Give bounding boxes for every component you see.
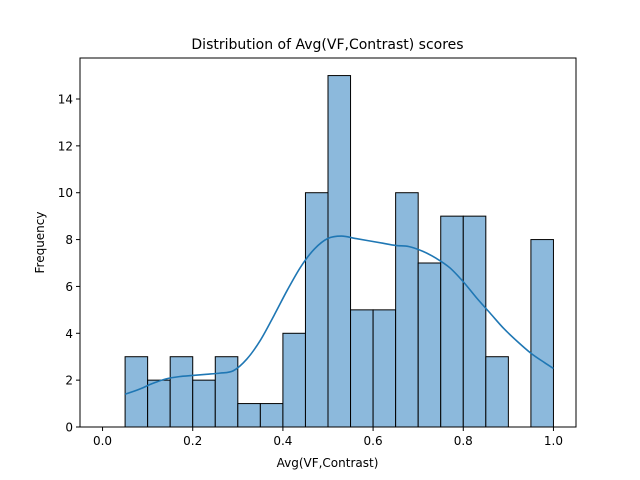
plot-frame [79,57,577,428]
y-tick-label: 14 [58,93,73,107]
chart-title: Distribution of Avg(VF,Contrast) scores [191,37,463,53]
y-tick-label: 8 [65,233,73,247]
x-axis-ticks: 0.0 0.2 0.4 0.6 0.8 1.0 [93,427,563,448]
histogram-bar-10 [350,309,374,428]
histogram-bar-8 [304,192,329,428]
y-tick-label: 0 [65,421,73,435]
histogram-bar-11 [372,309,397,428]
x-tick-label: 0.8 [454,434,473,448]
y-tick-label: 2 [65,374,73,388]
histogram-bar-12 [395,192,419,428]
y-tick-label: 12 [58,139,73,153]
histogram-bar-18 [530,239,554,428]
y-axis-ticks: 0 2 4 6 8 10 12 14 [58,93,80,435]
histogram-bar-2 [169,356,194,428]
x-tick-label: 0.0 [93,434,112,448]
histogram-bar-14 [440,215,464,428]
y-tick-label: 4 [65,327,73,341]
x-tick-label: 1.0 [544,434,563,448]
histogram-bar-15 [462,215,487,428]
histogram-bar-1 [147,379,171,428]
y-tick-label: 6 [65,280,73,294]
histogram-bar-3 [192,379,216,428]
histogram-bar-13 [417,262,442,428]
x-tick-label: 0.4 [273,434,292,448]
y-tick-label: 10 [58,186,73,200]
histogram-bars [124,75,554,428]
histogram-bar-9 [327,75,352,428]
x-tick-label: 0.6 [364,434,383,448]
x-axis-title: Avg(VF,Contrast) [277,456,379,470]
histogram-bar-5 [237,403,261,428]
kde-curve [124,235,554,395]
histogram-bar-7 [282,332,306,428]
histogram-bar-16 [485,356,509,428]
histogram-bar-4 [214,356,239,428]
y-axis-title: Frequency [33,212,47,274]
x-tick-label: 0.2 [183,434,202,448]
histogram-bar-0 [124,356,149,428]
histogram-bar-6 [259,403,284,428]
